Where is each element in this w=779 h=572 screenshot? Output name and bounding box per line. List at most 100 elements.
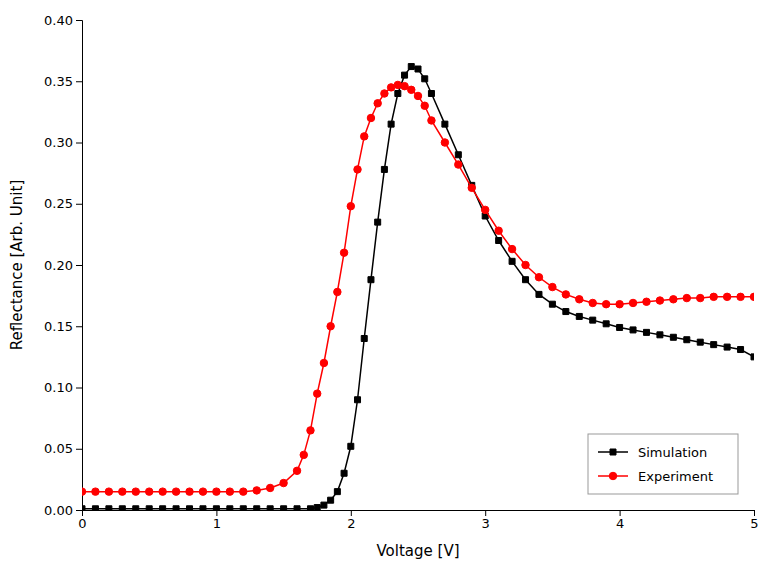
chart: 0123450.000.050.100.150.200.250.300.350.… — [0, 0, 779, 572]
data-point — [441, 139, 448, 146]
data-point — [590, 317, 596, 323]
data-point — [334, 489, 340, 495]
data-point — [723, 293, 730, 300]
legend-marker — [609, 472, 616, 479]
data-point — [321, 502, 327, 508]
data-point — [267, 506, 273, 510]
y-tick-label: 0.00 — [44, 503, 73, 518]
data-point — [495, 227, 502, 234]
data-point — [133, 506, 139, 510]
data-point — [340, 249, 347, 256]
y-tick: 0.10 — [44, 380, 82, 395]
data-point — [683, 294, 690, 301]
data-point — [684, 337, 690, 343]
data-point — [408, 86, 415, 93]
y-tick-mark — [76, 326, 82, 327]
y-tick: 0.15 — [44, 319, 82, 334]
data-point — [240, 506, 246, 510]
data-point — [696, 294, 703, 301]
data-point — [320, 359, 327, 366]
data-point — [697, 339, 703, 345]
data-point — [428, 117, 435, 124]
data-point — [523, 277, 529, 283]
data-point — [617, 324, 623, 330]
x-tick-mark — [754, 510, 755, 516]
data-point — [368, 277, 374, 283]
data-point — [105, 488, 112, 495]
data-point — [402, 72, 408, 78]
data-point — [455, 161, 462, 168]
y-tick: 0.20 — [44, 258, 82, 273]
y-tick-mark — [76, 20, 82, 21]
x-tick-mark — [216, 510, 217, 516]
data-point — [710, 293, 717, 300]
data-point — [381, 166, 387, 172]
y-tick-mark — [76, 143, 82, 144]
data-point — [300, 451, 307, 458]
legend-label: Experiment — [638, 469, 713, 484]
data-point — [737, 293, 744, 300]
data-point — [549, 283, 556, 290]
x-tick: 2 — [347, 510, 355, 531]
y-tick-label: 0.20 — [44, 258, 73, 273]
plot-area — [82, 64, 754, 510]
data-point — [82, 506, 85, 510]
data-point — [468, 184, 475, 191]
data-point — [361, 336, 367, 342]
data-point — [657, 332, 663, 338]
data-point — [522, 261, 529, 268]
x-tick-label: 4 — [616, 516, 624, 531]
data-point — [421, 102, 428, 109]
x-axis-title: Voltage [V] — [377, 542, 460, 560]
y-tick-label: 0.30 — [44, 135, 73, 150]
data-point — [656, 297, 663, 304]
data-point — [374, 100, 381, 107]
data-point — [643, 298, 650, 305]
data-point — [145, 488, 152, 495]
y-tick-label: 0.35 — [44, 74, 73, 89]
data-point — [293, 467, 300, 474]
data-point — [616, 300, 623, 307]
data-point — [576, 313, 582, 319]
data-point — [576, 296, 583, 303]
data-point — [509, 258, 515, 264]
y-axis-title: Reflectance [Arb. Unit] — [8, 180, 26, 350]
data-point — [266, 484, 273, 491]
y-tick-mark — [76, 449, 82, 450]
data-point — [347, 202, 354, 209]
data-point — [253, 487, 260, 494]
data-point — [643, 329, 649, 335]
data-point — [414, 92, 421, 99]
data-point — [199, 488, 206, 495]
data-point — [172, 488, 179, 495]
y-tick: 0.40 — [44, 13, 82, 28]
y-tick-label: 0.25 — [44, 196, 73, 211]
x-tick-mark — [620, 510, 621, 516]
data-point — [119, 506, 125, 510]
data-point — [146, 506, 152, 510]
data-point — [394, 81, 401, 88]
y-tick-mark — [76, 388, 82, 389]
y-tick-label: 0.10 — [44, 380, 73, 395]
data-point — [536, 291, 542, 297]
data-point — [307, 427, 314, 434]
data-point — [328, 497, 334, 503]
data-point — [82, 488, 86, 495]
x-tick-label: 3 — [482, 516, 490, 531]
data-point — [381, 90, 388, 97]
y-tick-label: 0.40 — [44, 13, 73, 28]
x-tick-label: 0 — [78, 516, 86, 531]
y-tick-mark — [76, 265, 82, 266]
data-point — [589, 299, 596, 306]
data-point — [334, 288, 341, 295]
data-point — [187, 506, 193, 510]
data-point — [422, 76, 428, 82]
x-tick: 5 — [750, 510, 758, 531]
y-tick-label: 0.15 — [44, 319, 73, 334]
data-point — [106, 506, 112, 510]
data-point — [602, 300, 609, 307]
data-point — [254, 506, 260, 510]
series-line — [82, 67, 754, 509]
data-point — [360, 133, 367, 140]
x-tick: 0 — [78, 510, 86, 531]
